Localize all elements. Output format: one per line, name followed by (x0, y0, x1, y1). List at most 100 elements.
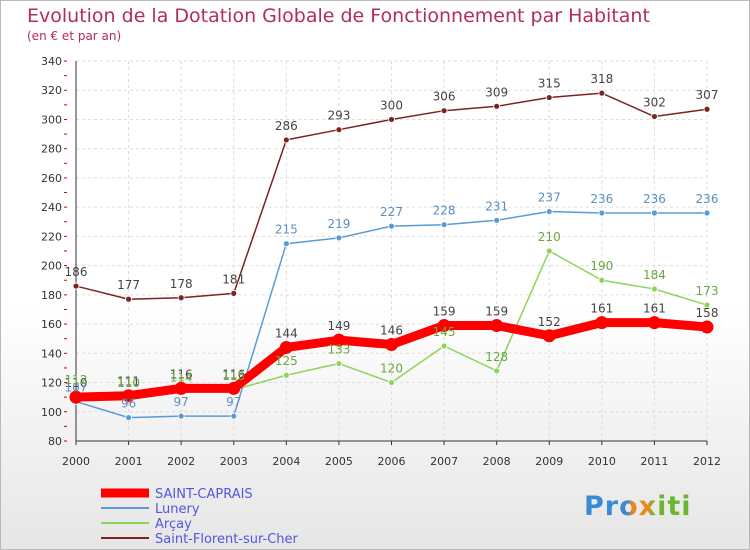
data-point (542, 329, 556, 343)
data-label: 152 (538, 315, 561, 329)
data-point (647, 316, 661, 330)
data-label: 128 (485, 350, 508, 364)
data-label: 184 (643, 268, 666, 282)
legend-label: Saint-Florent-sur-Cher (155, 532, 299, 547)
data-label: 116 (222, 367, 245, 381)
data-point (388, 116, 395, 123)
y-tick-label: 120 (41, 377, 62, 390)
data-label: 236 (696, 192, 719, 206)
data-point (230, 289, 238, 297)
data-label: 125 (275, 354, 298, 368)
legend-label: SAINT-CAPRAIS (155, 487, 253, 502)
data-point (335, 126, 343, 134)
data-label: 315 (538, 77, 561, 91)
data-label: 161 (643, 302, 666, 316)
data-point (651, 113, 658, 120)
data-point (493, 367, 501, 375)
y-tick-label: 80 (48, 435, 62, 448)
data-label: 306 (433, 90, 456, 104)
data-point (125, 414, 132, 422)
data-label: 116 (170, 367, 193, 381)
data-point (703, 209, 711, 217)
data-label: 110 (117, 376, 140, 390)
x-tick-label: 2002 (167, 455, 195, 468)
data-point (177, 412, 185, 420)
data-point (703, 301, 711, 309)
data-label: 300 (380, 98, 403, 112)
y-tick-label: 240 (41, 201, 62, 214)
data-label: 114 (170, 370, 193, 384)
y-tick-label: 280 (41, 143, 62, 156)
data-point (72, 282, 80, 290)
data-point (651, 209, 658, 217)
y-tick-label: 260 (41, 172, 62, 185)
y-tick-label: 300 (41, 113, 62, 126)
data-label: 309 (485, 85, 508, 99)
data-point (388, 222, 395, 230)
x-tick-label: 2004 (272, 455, 300, 468)
x-tick-label: 2012 (693, 455, 721, 468)
data-label: 210 (538, 230, 561, 244)
data-point (545, 247, 553, 255)
data-point (598, 89, 606, 97)
data-point (282, 136, 290, 144)
x-tick-label: 2007 (430, 455, 458, 468)
x-tick-label: 2001 (115, 455, 143, 468)
data-point (598, 209, 606, 217)
data-label: 161 (590, 302, 613, 316)
y-tick-label: 220 (41, 230, 62, 243)
data-label: 177 (117, 278, 140, 292)
data-label: 190 (590, 259, 613, 273)
data-label: 159 (433, 305, 456, 319)
x-tick-label: 2003 (220, 455, 248, 468)
data-point (700, 320, 714, 334)
data-point (598, 276, 606, 284)
data-point (595, 316, 609, 330)
x-tick-label: 2008 (483, 455, 511, 468)
data-point (230, 412, 238, 420)
data-label: 219 (327, 217, 350, 231)
chart-subtitle: (en € et par an) (27, 29, 122, 43)
data-point (651, 285, 658, 293)
y-tick-label: 100 (41, 406, 62, 419)
data-point (493, 216, 501, 224)
data-point (440, 221, 448, 229)
data-point (440, 107, 448, 115)
y-tick-label: 180 (41, 289, 62, 302)
data-label: 173 (696, 284, 719, 298)
legend-label: Lunery (155, 502, 200, 517)
data-label: 133 (327, 343, 350, 357)
data-point (545, 94, 553, 101)
y-tick-label: 200 (41, 260, 62, 273)
data-point (282, 240, 290, 248)
data-point (177, 294, 185, 302)
data-point (545, 208, 553, 215)
data-label: 228 (433, 204, 456, 218)
data-label: 237 (538, 191, 561, 205)
data-label: 107 (65, 381, 88, 395)
data-label: 115 (222, 369, 245, 383)
data-label: 112 (65, 373, 88, 387)
data-label: 286 (275, 119, 298, 133)
data-point (122, 389, 136, 403)
data-label: 302 (643, 96, 666, 110)
chart-title: Evolution de la Dotation Globale de Fonc… (27, 5, 650, 27)
data-label: 97 (174, 395, 189, 409)
data-label: 145 (433, 325, 456, 339)
data-label: 111 (117, 375, 140, 389)
data-point (335, 360, 343, 367)
x-tick-label: 2011 (640, 455, 668, 468)
data-label: 318 (590, 72, 613, 86)
data-label: 181 (222, 272, 245, 286)
data-label: 231 (485, 199, 508, 213)
data-point (388, 379, 395, 386)
data-label: 236 (643, 192, 666, 206)
x-tick-label: 2009 (535, 455, 563, 468)
data-point (385, 338, 398, 352)
data-point (440, 342, 448, 350)
data-point (332, 333, 346, 347)
x-tick-label: 2000 (62, 455, 90, 468)
data-label: 120 (380, 362, 403, 376)
